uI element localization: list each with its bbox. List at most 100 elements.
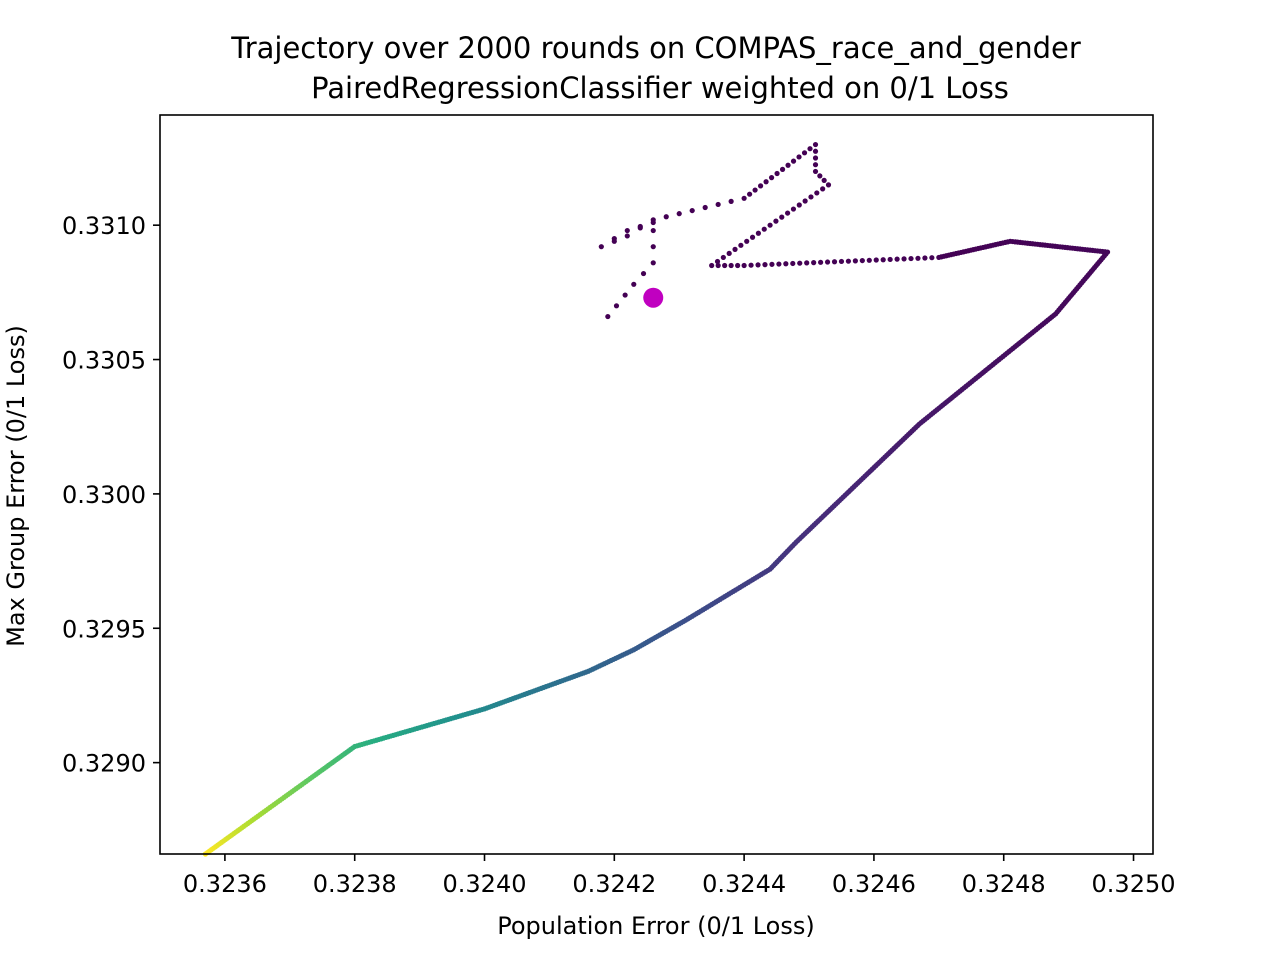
trajectory-point: [779, 214, 785, 220]
trajectory-point: [807, 146, 813, 152]
trajectory-point: [825, 182, 832, 188]
trajectory-point: [728, 262, 734, 269]
trajectory-point: [755, 230, 762, 236]
trajectory-point: [624, 233, 630, 239]
trajectory-point: [722, 262, 728, 269]
trajectory-point: [752, 187, 758, 193]
trajectory-point: [811, 260, 817, 266]
trajectory-point: [808, 194, 814, 200]
trajectory-point: [676, 211, 682, 217]
trajectory-point: [624, 227, 630, 234]
trajectory-point: [796, 202, 802, 208]
chart-title-line2: PairedRegressionClassifier weighted on 0…: [311, 71, 1009, 105]
y-tick-label: 0.3310: [62, 212, 146, 240]
trajectory-point: [802, 198, 808, 204]
y-axis-label: Max Group Error (0/1 Loss): [2, 325, 30, 647]
trajectory-point: [738, 242, 744, 248]
x-tick-label: 0.3248: [962, 870, 1046, 898]
trajectory-point: [838, 258, 845, 265]
plot-area: [202, 141, 1111, 857]
x-tick-label: 0.3236: [183, 870, 267, 898]
axes-frame: [159, 114, 1154, 855]
trajectory-point: [761, 226, 767, 232]
trajectory-point: [817, 173, 823, 179]
trajectory-point: [812, 162, 819, 168]
trajectory-point: [767, 222, 773, 228]
trajectory-point: [769, 261, 775, 267]
trajectory-point: [812, 155, 819, 161]
trajectory-point: [796, 154, 802, 160]
trajectory-point: [732, 246, 738, 252]
trajectory-point: [797, 260, 803, 266]
chart-title-line1: Trajectory over 2000 rounds on COMPAS_ra…: [230, 31, 1081, 65]
trajectory-point: [887, 256, 893, 263]
trajectory-point: [762, 262, 768, 268]
trajectory-point: [852, 258, 858, 264]
trajectory-point: [922, 255, 928, 261]
trajectory-point: [650, 244, 656, 250]
trajectory-point: [650, 227, 656, 234]
trajectory-point: [763, 179, 769, 185]
x-axis: 0.3236 0.3238 0.3240 0.3242 0.3244 0.3246 0.32…: [183, 854, 1176, 898]
trajectory-point: [728, 198, 734, 204]
trajectory-point: [720, 254, 726, 261]
y-tick-label: 0.3300: [62, 481, 146, 509]
trajectory-point: [880, 257, 886, 263]
trajectory-point: [605, 313, 611, 320]
trajectory-point: [709, 262, 715, 269]
trajectory-point: [637, 225, 643, 231]
y-tick-label: 0.3290: [62, 750, 146, 778]
trajectory-point: [790, 206, 797, 212]
trajectory-point: [824, 259, 831, 265]
y-axis: 0.3290 0.3295 0.3300 0.3305 0.3310: [62, 212, 160, 778]
trajectory-point: [779, 166, 786, 172]
trajectory-point: [702, 204, 708, 211]
trajectory-point: [783, 261, 789, 267]
trajectory-point: [726, 250, 732, 256]
trajectory-point: [640, 270, 647, 277]
trajectory-point: [866, 257, 872, 263]
trajectory-point: [901, 256, 907, 262]
trajectory-point: [820, 186, 826, 192]
trajectory-point: [831, 259, 838, 265]
x-tick-label: 0.3238: [313, 870, 397, 898]
trajectory-point: [785, 210, 791, 216]
trajectory-point: [613, 303, 620, 309]
trajectory-point: [598, 244, 604, 250]
y-tick-label: 0.3295: [62, 615, 146, 643]
trajectory-point: [749, 234, 756, 240]
trajectory-point: [814, 190, 820, 196]
trajectory-point: [801, 150, 808, 156]
trajectory-point: [741, 262, 747, 269]
trajectory-point: [714, 258, 721, 265]
trajectory-point: [741, 195, 747, 201]
trajectory-point: [768, 175, 775, 181]
trajectory-point: [622, 292, 628, 298]
trajectory-point: [790, 260, 796, 267]
trajectory-point: [894, 256, 900, 262]
trajectory-point: [804, 260, 810, 266]
trajectory-point: [755, 262, 761, 268]
trajectory-point: [735, 262, 741, 269]
trajectory-point: [821, 177, 827, 183]
trajectory-point: [773, 218, 779, 224]
trajectory-point: [845, 258, 852, 264]
trajectory-point: [757, 183, 764, 189]
highlight-point: [643, 287, 664, 308]
trajectory-point: [650, 217, 656, 223]
trajectory-point: [663, 214, 669, 220]
x-axis-label: Population Error (0/1 Loss): [497, 912, 814, 940]
y-tick-label: 0.3305: [62, 347, 146, 375]
trajectory-point: [744, 238, 750, 244]
trajectory-point: [929, 255, 935, 261]
trajectory-point: [785, 162, 791, 168]
trajectory-point: [747, 191, 753, 197]
x-tick-label: 0.3250: [1092, 870, 1176, 898]
trajectory-point: [631, 281, 637, 287]
trajectory-point: [812, 168, 819, 175]
trajectory-point: [611, 238, 617, 244]
trajectory-point: [650, 260, 656, 266]
x-tick-label: 0.3240: [443, 870, 527, 898]
trajectory-point: [689, 207, 695, 214]
